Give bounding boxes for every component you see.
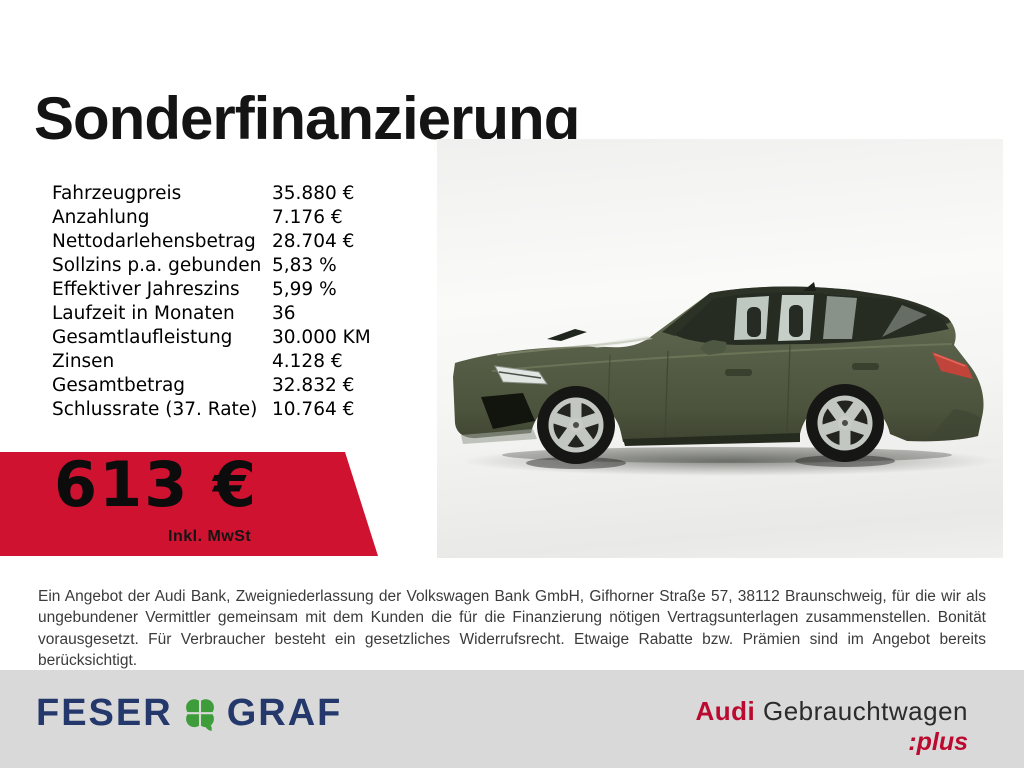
car-image [453,282,997,476]
spec-row: Sollzins p.a. gebunden 5,83 % [52,254,371,278]
door-seam [664,350,669,439]
brand-secondary: Gebrauchtwagen [762,696,968,726]
spec-label: Zinsen [52,351,115,372]
spec-label: Effektiver Jahreszins [52,279,240,300]
headlight-detail [498,371,542,379]
rear-bumper-shade [927,409,981,441]
spec-label: Sollzins p.a. gebunden [52,255,262,276]
glass-quarter [882,305,927,337]
spec-row: Laufzeit in Monaten 36 [52,302,371,326]
spec-row: Anzahlung 7.176 € [52,206,371,230]
brand-plus: :plus [908,728,968,756]
price-banner: 613 € Inkl. MwSt [0,452,378,556]
spec-value: 36 [272,303,296,324]
dealer-logo-right: GRAF [226,692,343,734]
side-skirt [623,433,800,446]
seat-headrest [747,307,761,337]
spec-label: Gesamtbetrag [52,375,186,396]
spec-label: Anzahlung [52,207,150,228]
front-wheel [537,386,615,464]
financing-table: Fahrzeugpreis 35.880 € Anzahlung 7.176 €… [52,182,371,422]
front-lip [461,429,537,444]
door-seam [786,344,791,433]
clover-icon [184,697,216,731]
spec-value: 7.176 € [272,207,343,228]
price-amount: 613 € [54,448,259,521]
spec-value: 10.764 € [272,399,355,420]
spec-label: Laufzeit in Monaten [52,303,235,324]
dealer-logo-left: FESER [36,692,173,734]
seat-headrest [789,305,803,337]
door-handle [725,369,752,376]
dealer-logo: FESER GRAF [36,692,342,735]
spec-value: 30.000 KM [272,327,371,348]
spec-value: 5,83 % [272,255,337,276]
vehicle-photo [437,139,1003,558]
taillight-detail [933,353,966,367]
side-mirror [700,340,727,355]
disclaimer-text: Ein Angebot der Audi Bank, Zweigniederla… [38,587,986,670]
spec-row: Zinsen 4.128 € [52,350,371,374]
hood-reflection [587,336,653,348]
spec-label: Schlussrate (37. Rate) [52,399,258,420]
rear-wheel [806,384,884,462]
brand-line: Audi Gebrauchtwagen [695,696,968,727]
spec-label: Gesamtlaufleistung [52,327,233,348]
brand-block: Audi Gebrauchtwagen :plus [695,696,968,757]
front-grille [481,393,535,429]
spec-row: Fahrzeugpreis 35.880 € [52,182,371,206]
glass-reflection-rear [823,296,857,339]
spec-value: 35.880 € [272,183,355,204]
spec-row: Gesamtlaufleistung 30.000 KM [52,326,371,350]
roof-antenna [803,282,816,291]
taillight [932,352,973,379]
spec-row: Gesamtbetrag 32.832 € [52,374,371,398]
shoulder-line [491,343,953,372]
spec-row: Nettodarlehensbetrag 28.704 € [52,230,371,254]
spec-value: 4.128 € [272,351,343,372]
door-handle [852,363,879,370]
spec-label: Fahrzeugpreis [52,183,182,204]
spec-value: 5,99 % [272,279,337,300]
footer-bar: FESER GRAF Audi Gebrauchtwagen :plus [0,670,1024,768]
spec-row: Schlussrate (37. Rate) 10.764 € [52,398,371,422]
brand-audi: Audi [695,696,756,726]
wiper [547,329,587,341]
price-tax-note: Inkl. MwSt [168,528,252,545]
spec-label: Nettodarlehensbetrag [52,231,256,252]
spec-row: Effektiver Jahreszins 5,99 % [52,278,371,302]
spec-value: 28.704 € [272,231,355,252]
spec-value: 32.832 € [272,375,355,396]
